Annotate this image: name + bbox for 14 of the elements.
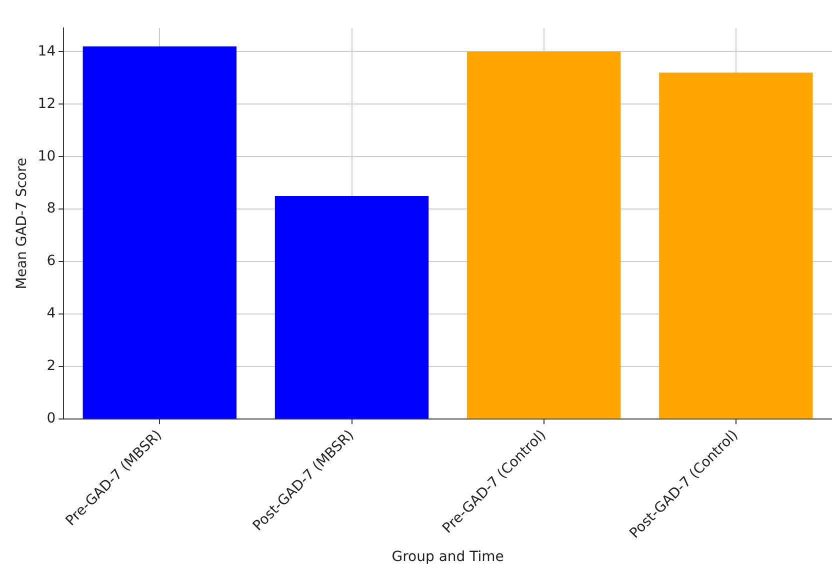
y-tick-label: 8 (46, 200, 56, 217)
y-tick-label: 14 (38, 43, 56, 60)
bar (82, 46, 236, 419)
y-tick-label: 4 (46, 306, 56, 322)
y-tick-label: 10 (38, 148, 56, 164)
bar (659, 72, 813, 419)
x-axis-title: Group and Time (392, 549, 504, 566)
bar (274, 196, 429, 419)
y-axis-title: Mean GAD-7 Score (14, 158, 30, 290)
bar (467, 52, 621, 419)
y-tick-label: 12 (38, 96, 56, 112)
y-tick-label: 0 (46, 410, 56, 427)
y-tick-label: 6 (46, 253, 56, 270)
y-tick-label: 2 (46, 358, 56, 374)
